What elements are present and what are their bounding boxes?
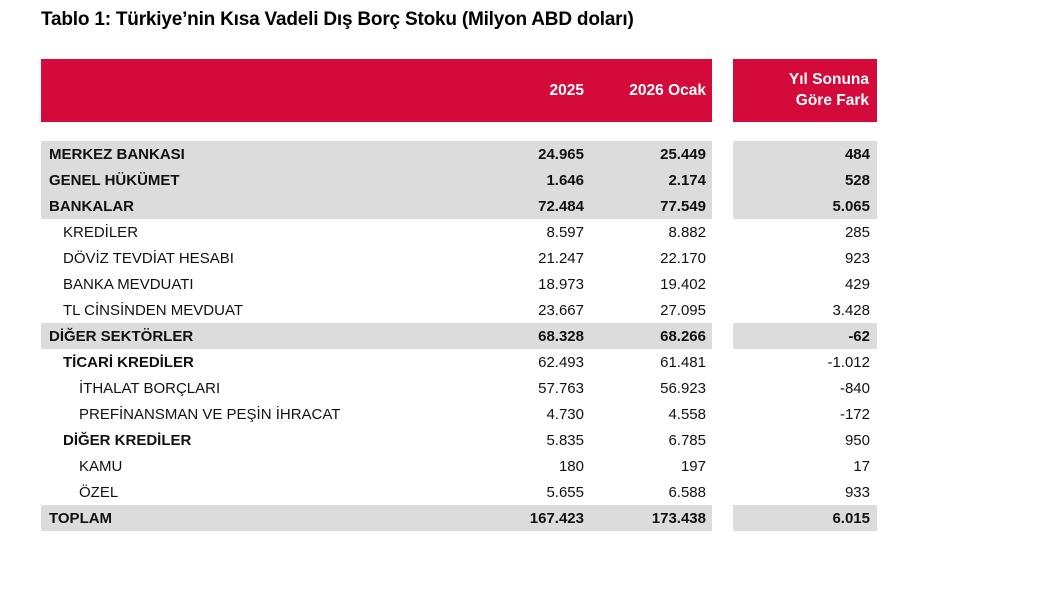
cell-2026: 68.266 <box>660 327 706 345</box>
cell-2026: 61.481 <box>660 353 706 371</box>
row-label: DÖVİZ TEVDİAT HESABI <box>63 249 234 267</box>
cell-2025: 21.247 <box>538 249 584 267</box>
cell-fark: 285 <box>844 223 870 241</box>
header-cell-2026-ocak: 2026 Ocak <box>629 81 706 99</box>
row-label: BANKALAR <box>49 197 134 215</box>
table-row-diger-krediler: DİĞER KREDİLER 5.835 6.785 950 <box>41 427 877 453</box>
cell-2025: 4.730 <box>546 405 584 423</box>
cell-2026: 4.558 <box>668 405 706 423</box>
cell-2025: 62.493 <box>538 353 584 371</box>
table-row-doviz-tevdiat-hesabi: DÖVİZ TEVDİAT HESABI 21.247 22.170 923 <box>41 245 877 271</box>
row-label: TİCARİ KREDİLER <box>63 353 194 371</box>
cell-2025: 1.646 <box>546 171 584 189</box>
table-row-krediler: KREDİLER 8.597 8.882 285 <box>41 219 877 245</box>
cell-fark: 950 <box>844 431 870 449</box>
cell-2025: 57.763 <box>538 379 584 397</box>
cell-2026: 22.170 <box>660 249 706 267</box>
cell-fark: 484 <box>733 141 877 167</box>
debt-table: 2025 2026 Ocak Yıl Sonuna Göre Fark MERK… <box>41 59 877 531</box>
table-row-prefinansman: PREFİNANSMAN VE PEŞİN İHRACAT 4.730 4.558 … <box>41 401 877 427</box>
table-row-ozel: ÖZEL 5.655 6.588 933 <box>41 479 877 505</box>
row-label: BANKA MEVDUATI <box>63 275 194 293</box>
cell-fark: 5.065 <box>733 193 877 219</box>
cell-fark: 923 <box>844 249 870 267</box>
row-label: DİĞER KREDİLER <box>63 431 192 449</box>
cell-2026: 6.588 <box>668 483 706 501</box>
table-row-kamu: KAMU 180 197 17 <box>41 453 877 479</box>
cell-fark: 6.015 <box>733 505 877 531</box>
row-label: TOPLAM <box>49 509 113 527</box>
cell-fark: 429 <box>844 275 870 293</box>
cell-2026: 27.095 <box>660 301 706 319</box>
row-label: KAMU <box>79 457 123 475</box>
cell-2026: 19.402 <box>660 275 706 293</box>
header-fark-line1: Yıl Sonuna <box>788 70 869 88</box>
cell-2026: 77.549 <box>660 197 706 215</box>
header-row: 2025 2026 Ocak Yıl Sonuna Göre Fark <box>41 59 877 122</box>
table-row-ithalat-borclari: İTHALAT BORÇLARI 57.763 56.923 -840 <box>41 375 877 401</box>
header-cell-2025: 2025 <box>549 81 584 99</box>
table-row-bankalar: BANKALAR 72.484 77.549 5.065 <box>41 193 877 219</box>
header-fark-line2: Göre Fark <box>795 91 869 109</box>
column-gap <box>712 59 733 122</box>
cell-fark: -1.012 <box>827 353 870 371</box>
cell-fark: -62 <box>733 323 877 349</box>
row-label: KREDİLER <box>63 223 139 241</box>
header-main-band: 2025 2026 Ocak <box>41 59 712 122</box>
cell-fark: -840 <box>839 379 870 397</box>
cell-fark: -172 <box>839 405 870 423</box>
row-label: ÖZEL <box>79 483 119 501</box>
row-label: İTHALAT BORÇLARI <box>79 379 221 397</box>
row-label: TL CİNSİNDEN MEVDUAT <box>63 301 244 319</box>
row-label: PREFİNANSMAN VE PEŞİN İHRACAT <box>79 405 341 423</box>
cell-2026: 197 <box>680 457 706 475</box>
cell-fark: 3.428 <box>832 301 870 319</box>
cell-fark: 933 <box>844 483 870 501</box>
table-row-ticari-krediler: TİCARİ KREDİLER 62.493 61.481 -1.012 <box>41 349 877 375</box>
cell-2025: 167.423 <box>529 509 584 527</box>
table-title: Tablo 1: Türkiye’nin Kısa Vadeli Dış Bor… <box>41 9 634 30</box>
cell-2025: 68.328 <box>538 327 584 345</box>
table-row-banka-mevduati: BANKA MEVDUATI 18.973 19.402 429 <box>41 271 877 297</box>
cell-2026: 8.882 <box>668 223 706 241</box>
header-spacer <box>41 122 877 141</box>
cell-2026: 173.438 <box>651 509 706 527</box>
table-row-merkez-bankasi: MERKEZ BANKASI 24.965 25.449 484 <box>41 141 877 167</box>
table-row-toplam: TOPLAM 167.423 173.438 6.015 <box>41 505 877 531</box>
cell-2025: 72.484 <box>538 197 584 215</box>
row-label: DİĞER SEKTÖRLER <box>49 327 194 345</box>
cell-2025: 180 <box>558 457 584 475</box>
cell-2026: 56.923 <box>660 379 706 397</box>
row-label: MERKEZ BANKASI <box>49 145 185 163</box>
cell-2025: 18.973 <box>538 275 584 293</box>
cell-fark: 17 <box>853 457 870 475</box>
cell-2025: 5.835 <box>546 431 584 449</box>
cell-2026: 6.785 <box>668 431 706 449</box>
cell-2026: 2.174 <box>668 171 706 189</box>
cell-fark: 528 <box>733 167 877 193</box>
cell-2025: 24.965 <box>538 145 584 163</box>
table-row-diger-sektorler: DİĞER SEKTÖRLER 68.328 68.266 -62 <box>41 323 877 349</box>
table-row-genel-hukumet: GENEL HÜKÜMET 1.646 2.174 528 <box>41 167 877 193</box>
cell-2025: 23.667 <box>538 301 584 319</box>
table-row-tl-cinsinden-mevduat: TL CİNSİNDEN MEVDUAT 23.667 27.095 3.428 <box>41 297 877 323</box>
cell-2025: 8.597 <box>546 223 584 241</box>
cell-2026: 25.449 <box>660 145 706 163</box>
row-label: GENEL HÜKÜMET <box>49 171 180 189</box>
header-cell-fark: Yıl Sonuna Göre Fark <box>733 59 877 122</box>
cell-2025: 5.655 <box>546 483 584 501</box>
